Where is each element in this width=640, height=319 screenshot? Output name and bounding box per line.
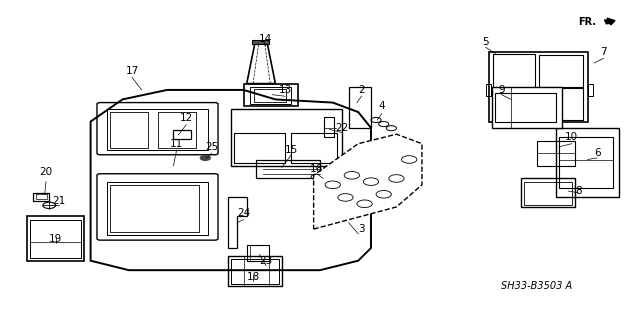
Text: 10: 10 [565,132,579,142]
Text: 2: 2 [358,85,365,95]
Bar [231,259,278,285]
Text: 25: 25 [205,142,218,152]
Bar [489,52,588,122]
Polygon shape [246,42,275,84]
Bar [109,185,199,232]
Bar [244,84,298,106]
Bar [559,137,613,188]
Text: 4: 4 [378,101,385,111]
Text: 17: 17 [125,66,139,76]
Bar [106,182,209,235]
Bar [109,112,148,148]
Text: 7: 7 [600,47,607,57]
Text: 13: 13 [278,85,292,95]
Text: 14: 14 [259,34,273,44]
Text: 20: 20 [40,167,52,177]
Bar [524,182,572,205]
Bar [252,40,269,44]
FancyArrow shape [605,18,615,25]
Text: 24: 24 [237,208,250,218]
Bar [349,87,371,128]
Bar [173,130,191,139]
Bar [36,194,47,199]
Bar [588,84,593,96]
Bar [486,84,491,96]
Polygon shape [556,128,620,197]
Text: 21: 21 [52,196,65,206]
Bar [157,112,196,148]
Text: 8: 8 [575,186,581,196]
Text: 6: 6 [594,148,600,158]
Text: 16: 16 [310,164,323,174]
Text: FR.: FR. [578,17,596,27]
Polygon shape [91,90,371,270]
Text: 18: 18 [246,271,260,281]
Bar [254,89,286,102]
Bar [537,141,575,166]
Polygon shape [27,216,84,261]
Text: 11: 11 [170,139,183,149]
Text: 9: 9 [499,85,505,95]
Text: 22: 22 [335,123,349,133]
Bar [495,93,556,122]
Bar [256,160,320,178]
Bar [228,256,282,286]
Bar [521,178,575,207]
Bar [231,109,342,166]
Text: 23: 23 [259,256,273,266]
Bar [30,219,81,257]
Text: 15: 15 [285,145,298,155]
Text: 12: 12 [180,113,193,123]
Bar [234,133,285,163]
Bar [291,133,337,163]
Text: SH33-B3503 A: SH33-B3503 A [501,281,572,291]
Bar [250,87,291,104]
Bar [324,117,334,137]
Bar [539,88,583,120]
Circle shape [200,155,211,160]
Polygon shape [228,197,246,248]
Polygon shape [492,87,562,128]
Text: 19: 19 [49,234,62,243]
Bar [493,54,535,120]
Polygon shape [314,134,422,229]
Bar [106,109,209,150]
Text: 3: 3 [358,224,365,234]
Text: 5: 5 [483,38,489,48]
Bar [33,193,49,201]
Bar [539,55,583,87]
Bar [246,245,269,261]
